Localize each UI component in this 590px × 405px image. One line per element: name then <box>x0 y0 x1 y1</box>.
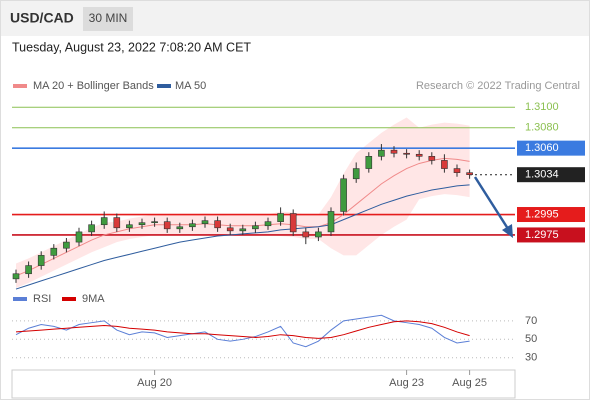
candle-body <box>226 227 234 232</box>
candle-body <box>126 224 133 229</box>
candle-body <box>302 231 310 238</box>
y-tick-label: 30 <box>525 352 537 364</box>
x-tick-label: Aug 23 <box>389 377 424 389</box>
level-label-box <box>517 167 585 183</box>
candle-body <box>151 221 158 223</box>
y-tick-label: 50 <box>525 333 537 345</box>
interval-box[interactable] <box>83 7 133 31</box>
level-label: 1.3060 <box>525 142 559 154</box>
candle-body <box>138 222 146 226</box>
level-label-box <box>517 140 585 156</box>
candle-body <box>75 231 83 243</box>
candle-body <box>88 224 95 233</box>
candle-body <box>466 172 473 175</box>
level-label: 1.3100 <box>525 101 559 113</box>
candle-body <box>37 255 45 266</box>
legend-label: RSI <box>33 293 51 305</box>
level-label: 1.3034 <box>525 169 559 181</box>
candle-body <box>239 228 247 232</box>
forecast-arrow <box>473 176 512 233</box>
candle-body <box>390 149 398 154</box>
symbol: USD/CAD <box>10 10 74 26</box>
legend-label: 9MA <box>82 293 105 305</box>
candle-body <box>214 220 221 229</box>
candle-body <box>176 226 184 230</box>
bollinger-band <box>16 117 470 289</box>
legend-swatch <box>13 84 27 88</box>
rsi-line <box>15 314 470 348</box>
candle-body <box>201 220 209 225</box>
credit: Research © 2022 Trading Central <box>416 80 580 92</box>
legend-label: MA 50 <box>175 80 206 92</box>
candle-body <box>365 156 373 169</box>
candle-body <box>277 213 284 222</box>
y-tick-label: 70 <box>525 315 537 327</box>
plot: 1.3100 1.3080 1.3060 1.3034 1.2995 1.2975 Aug … <box>12 101 585 389</box>
level-label-box <box>517 207 585 223</box>
candle-body <box>415 153 423 157</box>
interval[interactable]: 30 MIN <box>89 11 128 25</box>
candle-body <box>441 160 448 169</box>
x-tick-label: Aug 25 <box>452 377 487 389</box>
candle-body <box>63 241 70 249</box>
level-label: 1.3080 <box>525 122 559 134</box>
candle-body <box>12 273 20 280</box>
candle-body <box>25 265 32 275</box>
level-label-box <box>517 227 585 243</box>
candle-body <box>327 211 335 233</box>
legend-swatch <box>157 84 171 88</box>
level-label: 1.2995 <box>525 208 559 220</box>
candle-body <box>163 221 171 230</box>
candle-body <box>50 247 58 256</box>
candle-body <box>453 168 461 173</box>
candle-body <box>113 217 121 229</box>
x-tick-label: Aug 20 <box>137 377 172 389</box>
candle-body <box>100 217 108 226</box>
rsi-line <box>15 320 470 339</box>
candle-body <box>264 221 272 227</box>
candle-body <box>189 223 196 228</box>
x-axis-frame <box>11 369 516 399</box>
candle-body <box>289 213 297 233</box>
candle-body <box>340 178 347 212</box>
candle-body <box>428 156 436 161</box>
candle-body <box>252 225 259 230</box>
candle-body <box>352 168 360 180</box>
legend-swatch <box>13 297 27 301</box>
candle-body <box>403 152 410 155</box>
candle-body <box>315 231 322 238</box>
arrow-head <box>502 224 513 238</box>
legend-swatch <box>62 297 76 301</box>
level-label: 1.2975 <box>525 229 559 241</box>
candle-body <box>378 149 385 157</box>
timestamp: Tuesday, August 23, 2022 7:08:20 AM CET <box>12 40 251 54</box>
legend-label: MA 20 + Bollinger Bands <box>33 80 154 92</box>
